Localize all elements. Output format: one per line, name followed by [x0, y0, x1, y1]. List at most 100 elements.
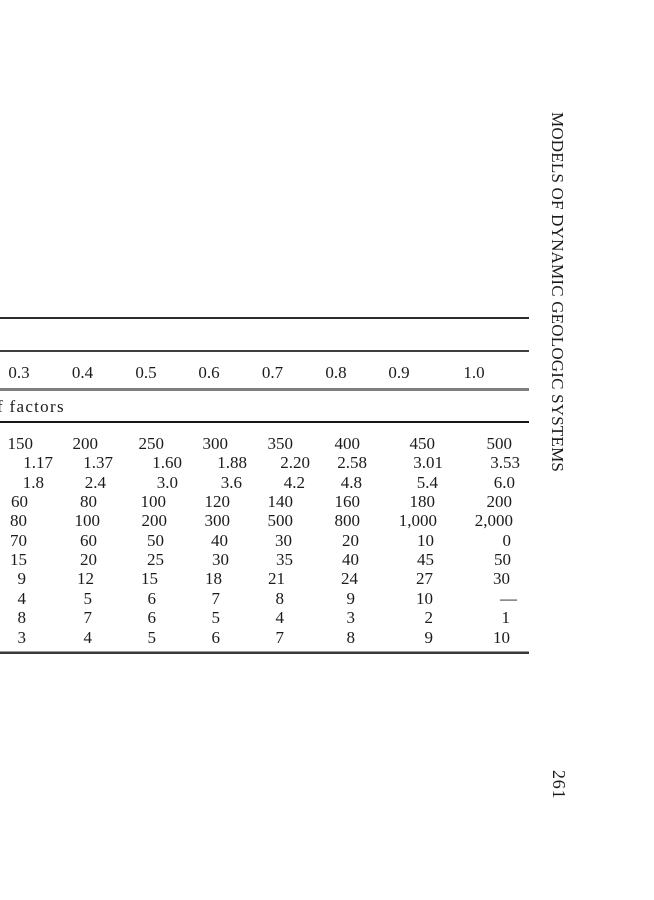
table-cell: 10 [416, 588, 433, 608]
table-cell: 3 [346, 608, 356, 628]
table-cell: 2.4 [84, 472, 106, 492]
table-cell: 140 [267, 492, 294, 512]
page-number: 261 [549, 770, 569, 800]
table-cell: 25 [147, 550, 164, 570]
table-cell: 2,000 [474, 511, 513, 531]
table-cell: 5.4 [416, 472, 438, 492]
table-cell: 2.20 [280, 453, 310, 473]
table-cell: 1.60 [152, 453, 182, 473]
table-cell: 35 [276, 550, 293, 570]
table-cell: 20 [80, 550, 97, 570]
table-cell: 7 [275, 627, 285, 647]
table-section-rule [0, 421, 529, 423]
table-cell: 1.17 [23, 453, 53, 473]
table-cell: 180 [409, 492, 436, 512]
table-cell: 6 [211, 627, 221, 647]
table-cell: 10 [493, 627, 510, 647]
table-cell: 15 [141, 569, 158, 589]
table-cell: 30 [275, 530, 292, 550]
table-cell: 150 [7, 434, 34, 453]
table-cell: 30 [212, 550, 229, 570]
table-cell: 250 [138, 434, 165, 453]
running-head: MODELS OF DYNAMIC GEOLOGIC SYSTEMS [548, 112, 567, 473]
table-cell: 15 [10, 550, 27, 570]
column-header: 0.4 [71, 363, 94, 382]
table-cell: 4 [83, 627, 93, 647]
table-cell: 100 [140, 492, 167, 512]
table-cell: 3.6 [220, 472, 242, 492]
table-cell: 8 [17, 608, 27, 628]
table-section-label: f factors [0, 397, 65, 416]
table-cell: 5 [83, 588, 93, 608]
table-cell: 5 [211, 608, 221, 628]
table-cell: 300 [204, 511, 231, 531]
table-cell: 8 [346, 627, 356, 647]
table-cell: 9 [17, 569, 27, 589]
table-cell: 3.01 [413, 453, 443, 473]
table-cell: 30 [493, 569, 510, 589]
table-bottom-rule [0, 651, 529, 654]
table-cell: 200 [141, 511, 168, 531]
table-cell: 2.58 [337, 453, 367, 473]
table-cell: 6 [147, 588, 157, 608]
table-cell: 1 [501, 608, 511, 628]
column-header: 0.7 [261, 363, 284, 382]
table-cell: 80 [80, 492, 97, 512]
table-cell: 2 [424, 608, 434, 628]
table-cell: 60 [11, 492, 28, 512]
table-top-rule [0, 317, 529, 319]
table-cell: 4.8 [340, 472, 362, 492]
table-cell: 3.53 [490, 453, 520, 473]
table-cell: 40 [211, 530, 228, 550]
table-cell: 1.88 [217, 453, 247, 473]
table-cell: 50 [494, 550, 511, 570]
table-cell: 500 [267, 511, 294, 531]
table-cell: 400 [334, 434, 361, 453]
table-cell: 100 [74, 511, 101, 531]
table-cell: 50 [147, 530, 164, 550]
table-cell: 10 [417, 530, 434, 550]
table-cell: 18 [205, 569, 222, 589]
table-cell: 0 [502, 530, 512, 550]
table-cell: 60 [80, 530, 97, 550]
table-cell: 1,000 [398, 511, 437, 531]
table-cell: 120 [204, 492, 231, 512]
table-cell: 9 [424, 627, 434, 647]
table-cell: 6.0 [493, 472, 515, 492]
column-header: 0.8 [325, 363, 347, 382]
table-cell: 4 [275, 608, 285, 628]
table-cell: 1.8 [22, 472, 44, 492]
column-header: 0.5 [135, 363, 157, 382]
column-header: 0.3 [8, 363, 30, 382]
table-cell: 450 [409, 434, 436, 453]
table-cell: 24 [341, 569, 358, 589]
table-cell: 200 [486, 492, 513, 512]
table-cell: 4.2 [283, 472, 305, 492]
table-cell: — [500, 588, 517, 608]
table-cell: 3 [17, 627, 27, 647]
table-cell: 20 [342, 530, 359, 550]
table-cell: 6 [147, 608, 157, 628]
table-cell: 45 [417, 550, 434, 570]
table-cell: 300 [202, 434, 229, 453]
table-cell: 40 [342, 550, 359, 570]
table-cell: 21 [268, 569, 285, 589]
table-cell: 3.0 [156, 472, 178, 492]
table-cell: 7 [211, 588, 221, 608]
column-header: 1.0 [463, 363, 485, 382]
column-header: 0.9 [388, 363, 410, 382]
table-cell: 8 [275, 588, 285, 608]
table-cell: 200 [72, 434, 99, 453]
table-cell: 4 [17, 588, 27, 608]
table-cell: 350 [267, 434, 294, 453]
table-cell: 80 [10, 511, 27, 531]
table-cell: 5 [147, 627, 157, 647]
table-cell: 1.37 [83, 453, 113, 473]
table-header-top-rule [0, 350, 529, 352]
table-header-bottom-rule [0, 388, 529, 391]
table-cell: 500 [486, 434, 513, 453]
table-cell: 800 [334, 511, 361, 531]
table-cell: 27 [416, 569, 433, 589]
table-cell: 9 [346, 588, 356, 608]
table-cell: 160 [334, 492, 361, 512]
